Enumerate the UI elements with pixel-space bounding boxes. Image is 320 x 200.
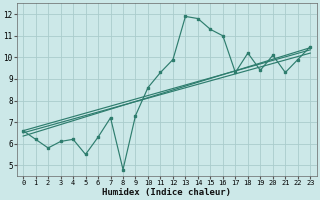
X-axis label: Humidex (Indice chaleur): Humidex (Indice chaleur) (102, 188, 231, 197)
